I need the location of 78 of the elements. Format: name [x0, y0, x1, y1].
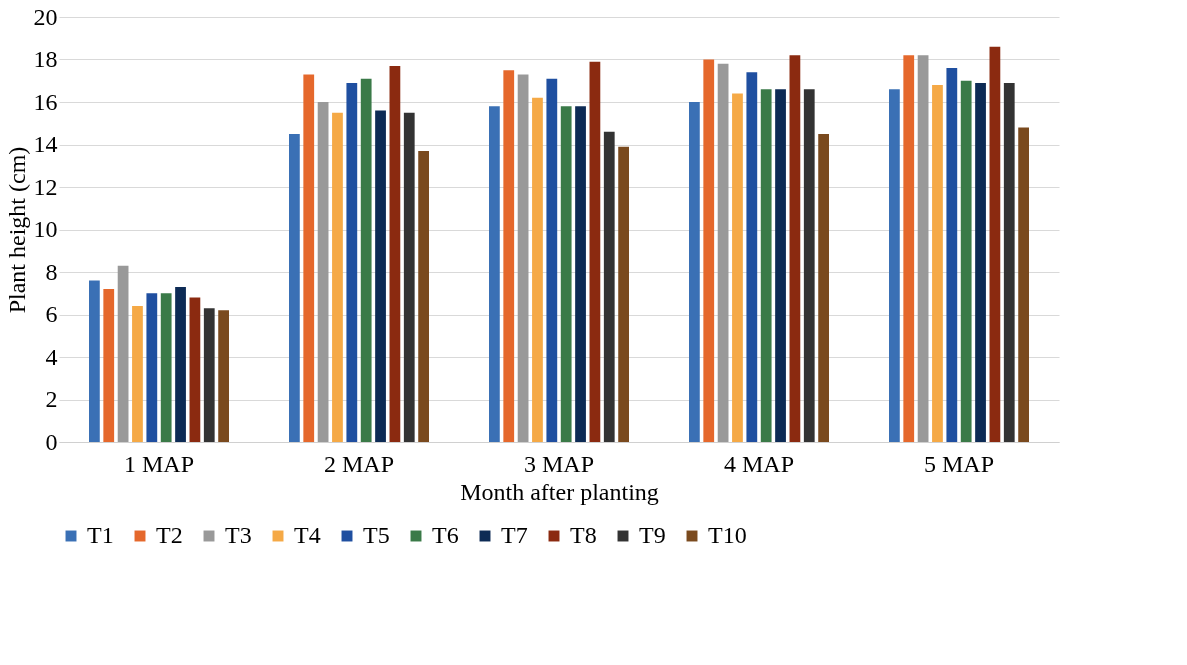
bar	[489, 106, 500, 442]
x-tick-label: 4 MAP	[723, 450, 795, 477]
bar	[546, 78, 558, 442]
legend-label: T2	[156, 522, 183, 548]
y-tick-label: 16	[33, 88, 58, 115]
bar	[346, 82, 358, 442]
bar	[317, 102, 329, 442]
bar	[189, 297, 201, 442]
bar	[532, 97, 543, 442]
bar	[889, 89, 900, 442]
y-tick-label: 8	[45, 258, 58, 285]
bar	[203, 308, 215, 442]
bar	[603, 131, 615, 442]
bar	[89, 280, 100, 442]
bar	[517, 74, 529, 442]
y-tick-label: 10	[33, 216, 58, 242]
bar	[746, 72, 758, 442]
legend-label: T8	[570, 522, 597, 548]
bar	[703, 59, 715, 442]
bar	[946, 68, 958, 442]
bar	[789, 55, 801, 442]
bar	[1003, 82, 1015, 442]
bar	[732, 93, 743, 442]
bar	[717, 63, 729, 442]
bar	[103, 289, 115, 442]
legend-label: T10	[708, 522, 747, 548]
bar	[989, 46, 1001, 442]
y-tick-label: 20	[33, 3, 58, 30]
bar	[418, 150, 429, 442]
bar	[146, 293, 158, 442]
bar	[403, 112, 415, 442]
bar	[760, 89, 772, 442]
y-tick-label: 4	[45, 343, 58, 370]
bar	[503, 70, 515, 442]
y-tick-label: 18	[33, 46, 58, 72]
bar	[818, 133, 829, 442]
bar	[932, 85, 943, 442]
bar	[117, 265, 129, 442]
legend-label: T6	[432, 522, 459, 548]
legend-label: T4	[294, 522, 321, 548]
bar	[289, 133, 300, 442]
x-tick-label: 2 MAP	[323, 450, 395, 477]
bar	[803, 89, 815, 442]
y-tick-label: 0	[45, 428, 58, 455]
legend-label: T3	[225, 522, 252, 548]
y-tick-label: 2	[45, 386, 58, 412]
bar	[303, 74, 315, 442]
bar	[175, 286, 186, 442]
legend-label: T5	[363, 522, 390, 548]
legend-label: T7	[501, 522, 528, 548]
bar	[218, 310, 229, 442]
bar	[1018, 127, 1029, 442]
x-tick-label: 5 MAP	[923, 450, 995, 477]
bar	[389, 65, 401, 442]
bar	[618, 146, 629, 442]
x-axis-title: Month after planting	[460, 478, 659, 505]
bar	[560, 106, 572, 442]
x-tick-label: 1 MAP	[123, 450, 195, 477]
y-tick-label: 12	[33, 173, 58, 200]
y-tick-label: 6	[45, 301, 58, 327]
legend-label: T9	[639, 522, 666, 548]
bar	[903, 55, 915, 442]
bar	[917, 55, 929, 442]
bar	[360, 78, 372, 442]
bar	[332, 112, 343, 442]
bar	[575, 106, 586, 442]
bar	[589, 61, 601, 442]
bar	[689, 102, 700, 442]
y-tick-label: 14	[33, 131, 58, 157]
bar	[960, 80, 972, 442]
bar	[132, 306, 143, 442]
bar	[160, 293, 172, 442]
bar	[775, 89, 786, 442]
x-tick-label: 3 MAP	[523, 450, 595, 477]
y-axis-title: Plant height (cm)	[3, 146, 30, 314]
bar	[975, 82, 986, 442]
bar	[375, 110, 386, 442]
legend-label: T1	[87, 522, 114, 548]
